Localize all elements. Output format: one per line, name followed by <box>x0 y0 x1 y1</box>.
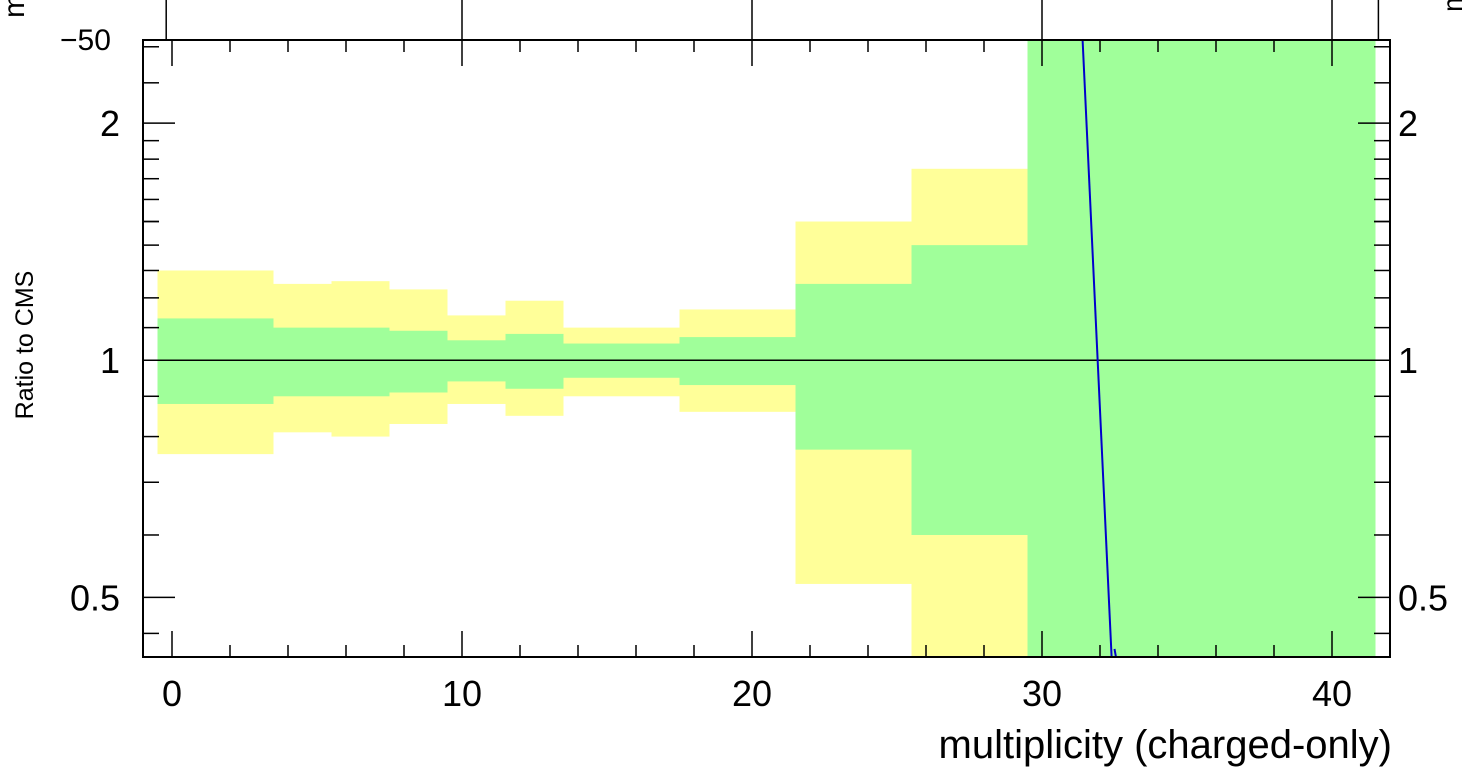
axis-ticks <box>143 0 1391 657</box>
y-tick-label-1: 1 <box>100 340 120 381</box>
plot-frame <box>142 39 1391 658</box>
inner-band-bin-10 <box>1027 40 1376 657</box>
x-tick-labels: 0 10 20 30 40 <box>162 673 1352 714</box>
ratio-curve-1 <box>1113 648 1117 658</box>
right-y-tick-label-1: 1 <box>1398 340 1418 381</box>
uncertainty-bands <box>157 40 1376 657</box>
right-y-tick-label-0: 0.5 <box>1398 577 1448 618</box>
clipped-right-axis-fragment: m <box>1437 0 1468 12</box>
y-axis-label: Ratio to CMS <box>11 271 39 420</box>
right-y-tick-labels: 0.5 1 2 <box>1398 103 1448 618</box>
x-tick-label-1: 10 <box>442 673 482 714</box>
inner-band-bin-0 <box>157 318 274 404</box>
inner-band-bin-3 <box>389 330 448 393</box>
inner-band-bin-5 <box>505 333 564 389</box>
inner-band-bin-7 <box>679 337 796 386</box>
clipped-upper-axis-fragment: m <box>0 0 31 18</box>
inner-band-bin-1 <box>273 327 332 397</box>
right-y-tick-label-2: 2 <box>1398 103 1418 144</box>
clipped-upper-tick-label: −50 <box>60 24 111 57</box>
ratio-curve-0 <box>1081 39 1113 658</box>
y-tick-label-2: 2 <box>100 103 120 144</box>
inner-band-bin-9 <box>911 245 1028 535</box>
x-tick-label-2: 20 <box>732 673 772 714</box>
plot-border <box>142 39 1391 658</box>
ratio-curves <box>1081 39 1117 658</box>
y-tick-labels: 0.5 1 2 <box>70 103 120 618</box>
y-tick-label-0: 0.5 <box>70 577 120 618</box>
x-tick-label-3: 30 <box>1022 673 1062 714</box>
inner-band-bin-2 <box>331 327 390 397</box>
x-tick-label-4: 40 <box>1312 673 1352 714</box>
x-axis-label: multiplicity (charged-only) <box>939 723 1392 767</box>
inner-band-bin-8 <box>795 283 912 450</box>
x-tick-label-0: 0 <box>162 673 182 714</box>
